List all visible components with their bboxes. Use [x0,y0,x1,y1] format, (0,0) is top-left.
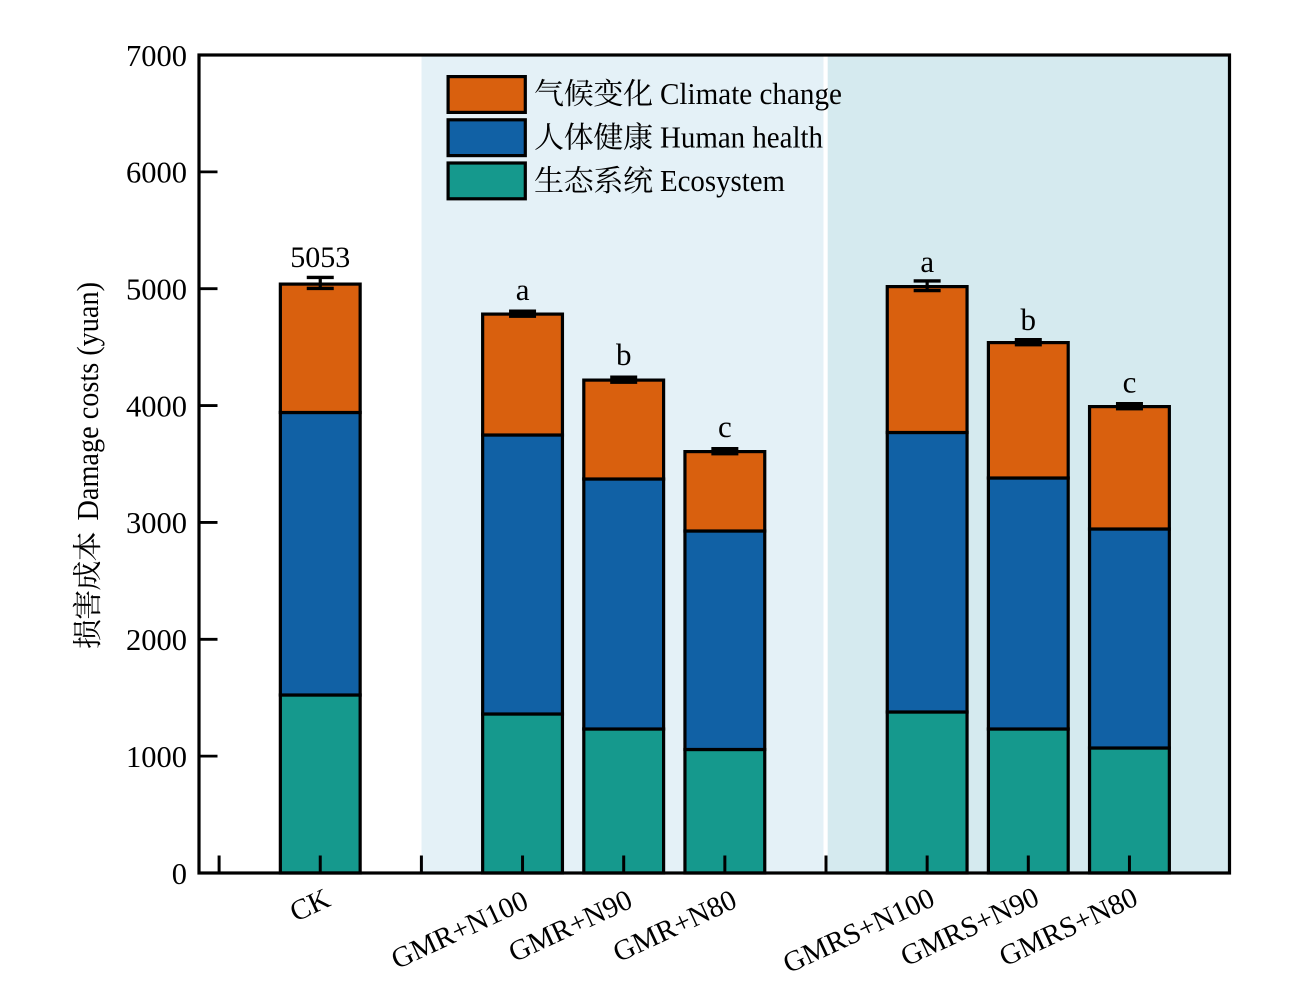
svg-text:1000: 1000 [126,740,187,774]
svg-text:c: c [718,409,732,444]
svg-text:b: b [616,337,632,372]
svg-text:Ecosystem: Ecosystem [660,163,785,198]
svg-text:2000: 2000 [126,623,187,657]
svg-text:6000: 6000 [126,156,187,190]
svg-text:5053: 5053 [290,241,350,274]
svg-text:Damage costs (yuan): Damage costs (yuan) [70,282,105,521]
svg-text:0: 0 [172,857,187,891]
svg-text:c: c [1123,365,1137,400]
svg-text:b: b [1021,302,1037,337]
svg-text:5000: 5000 [126,273,187,307]
svg-text:4000: 4000 [126,389,187,423]
svg-text:a: a [516,272,530,307]
svg-text:a: a [920,244,934,279]
svg-text:7000: 7000 [126,39,187,73]
svg-text:Climate change: Climate change [660,76,842,111]
svg-text:3000: 3000 [126,506,187,540]
svg-text:Human health: Human health [660,120,823,155]
